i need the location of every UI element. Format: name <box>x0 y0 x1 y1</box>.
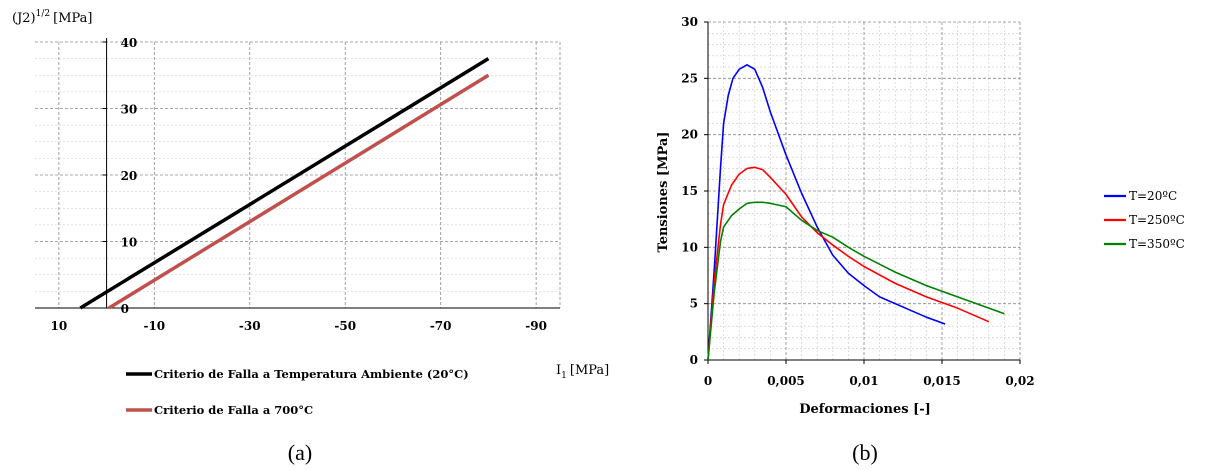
x-tick-label: -70 <box>430 319 452 333</box>
legend-label-3: T=350ºC <box>1129 237 1185 251</box>
chart-b-tick-labels: 0 0,005 0,01 0,015 0,02 0 5 10 15 20 25 30 <box>681 15 1034 388</box>
chart-b-legend: T=20ºC T=250ºC T=350ºC <box>1104 189 1185 251</box>
y-tick-label: 0 <box>690 353 698 367</box>
y-tick-label: 10 <box>121 236 138 250</box>
x-tick-label: 0,005 <box>767 374 805 388</box>
y-tick-label: 25 <box>681 71 698 85</box>
caption-a: (a) <box>288 440 312 465</box>
chart-b: 0 0,005 0,01 0,015 0,02 0 5 10 15 20 25 30 Deformac… <box>656 15 1185 465</box>
legend-label-2: T=250ºC <box>1129 213 1185 227</box>
chart-a-xlabel: I1 [MPa] <box>556 363 609 381</box>
x-tick-label: -30 <box>239 319 261 333</box>
chart-a-axes <box>35 38 560 309</box>
chart-b-grid <box>708 21 1021 360</box>
series-line-2 <box>108 73 490 310</box>
y-tick-label: 30 <box>121 103 138 117</box>
chart-b-xlabel: Deformaciones [-] <box>799 402 931 417</box>
y-tick-label: 20 <box>121 169 138 183</box>
chart-a-tick-labels: 10 -10 -30 -50 -70 -90 0 10 20 30 40 <box>51 36 547 333</box>
legend-label-1: T=20ºC <box>1129 189 1177 203</box>
y-tick-label: 20 <box>681 128 698 142</box>
x-tick-label: -10 <box>143 319 165 333</box>
series-line-2 <box>707 166 990 361</box>
x-tick-label: 0,015 <box>923 374 961 388</box>
x-tick-label: 0,02 <box>1005 374 1034 388</box>
legend-label-2: Criterio de Falla a 700°C <box>154 403 313 417</box>
y-tick-label: 5 <box>690 297 698 311</box>
x-tick-label: 0,01 <box>849 374 878 388</box>
y-tick-label: 40 <box>121 36 138 50</box>
chart-a-legend: Criterio de Falla a Temperatura Ambiente… <box>126 367 469 417</box>
y-tick-label: 30 <box>681 15 698 29</box>
x-tick-label: -50 <box>334 319 356 333</box>
chart-a-ylabel: (J2)1/2 [MPa] <box>12 9 93 26</box>
caption-b: (b) <box>852 440 878 465</box>
series-line-1 <box>79 57 490 310</box>
legend-label-1: Criterio de Falla a Temperatura Ambiente… <box>154 367 469 381</box>
chart-b-axes <box>704 21 1021 364</box>
chart-b-ylabel: Tensiones [MPa] <box>656 132 671 253</box>
chart-a-series <box>79 57 490 310</box>
chart-b-series <box>707 64 1005 361</box>
series-line-3 <box>707 201 1005 361</box>
series-line-1 <box>707 64 946 361</box>
y-tick-label: 0 <box>121 302 129 316</box>
y-tick-label: 15 <box>681 184 698 198</box>
y-tick-label: 10 <box>681 240 698 254</box>
x-tick-label: 10 <box>51 319 68 333</box>
x-tick-label: -90 <box>525 319 547 333</box>
x-tick-label: 0 <box>704 374 712 388</box>
